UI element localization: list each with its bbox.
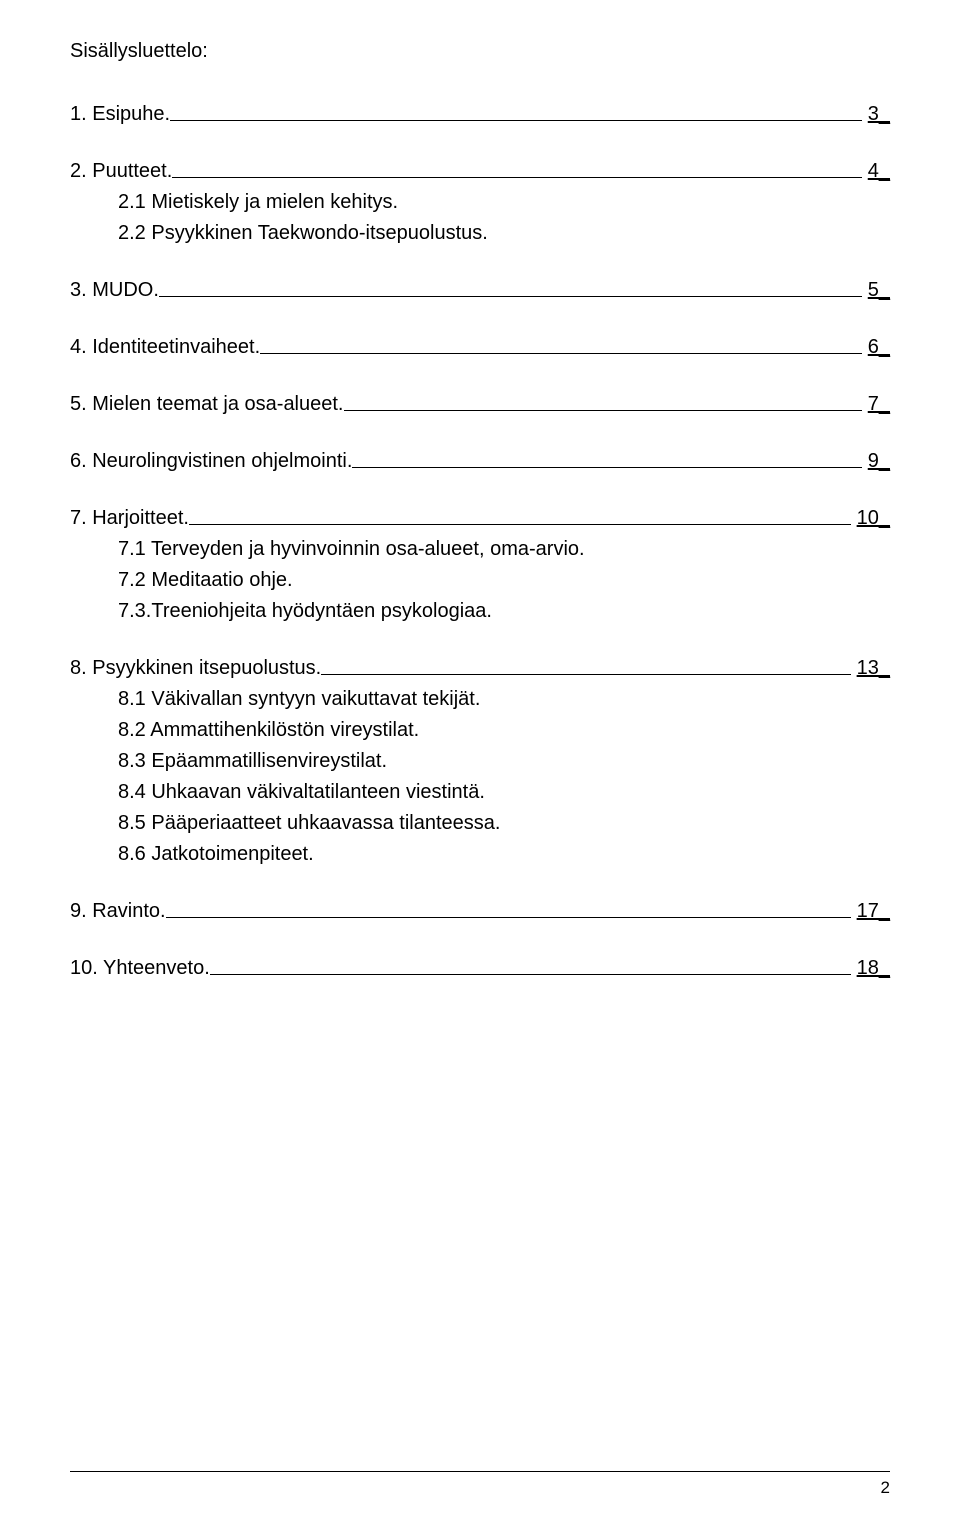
toc-title: Sisällysluettelo:	[70, 40, 890, 63]
section-gap	[70, 631, 890, 657]
toc-entry-page: 3_	[864, 103, 890, 126]
page-footer: 2	[70, 1471, 890, 1498]
toc-entry-page: 9_	[864, 450, 890, 473]
toc-leader-line	[321, 674, 850, 675]
section-gap	[70, 253, 890, 279]
toc-subentry: 7.3.Treeniohjeita hyödyntäen psykologiaa…	[70, 600, 890, 623]
toc-leader-line	[189, 524, 851, 525]
toc-subentry: 8.4 Uhkaavan väkivaltatilanteen viestint…	[70, 781, 890, 804]
toc-leader-line	[170, 120, 862, 121]
section-gap	[70, 310, 890, 336]
toc-entry: 2. Puutteet. 4_	[70, 160, 890, 183]
toc-subentry: 2.2 Psyykkinen Taekwondo-itsepuolustus.	[70, 222, 890, 245]
toc-entry-label: 6. Neurolingvistinen ohjelmointi.	[70, 450, 352, 473]
toc-subentry: 8.2 Ammattihenkilöstön vireystilat.	[70, 719, 890, 742]
toc-entry-label: 8. Psyykkinen itsepuolustus.	[70, 657, 321, 680]
toc-entry: 8. Psyykkinen itsepuolustus. 13_	[70, 657, 890, 680]
toc-leader-line	[210, 974, 851, 975]
toc-entry: 7. Harjoitteet. 10_	[70, 507, 890, 530]
footer-rule	[70, 1471, 890, 1472]
section-gap	[70, 367, 890, 393]
toc-subentry: 7.2 Meditaatio ohje.	[70, 569, 890, 592]
section-gap	[70, 424, 890, 450]
toc-entry-page: 10_	[853, 507, 890, 530]
section-gap	[70, 874, 890, 900]
toc-entry-label: 4. Identiteetinvaiheet.	[70, 336, 260, 359]
toc-entry-page: 13_	[853, 657, 890, 680]
toc-entry: 3. MUDO. 5_	[70, 279, 890, 302]
toc-entry: 1. Esipuhe. 3_	[70, 103, 890, 126]
toc-entry-page: 4_	[864, 160, 890, 183]
toc-entry-page: 5_	[864, 279, 890, 302]
toc-entry-page: 7_	[864, 393, 890, 416]
toc-leader-line	[159, 296, 862, 297]
toc-entry: 5. Mielen teemat ja osa-alueet. 7_	[70, 393, 890, 416]
toc-entry-page: 18_	[853, 957, 890, 980]
toc-entry-page: 17_	[853, 900, 890, 923]
toc-leader-line	[166, 917, 851, 918]
toc-entry-label: 10. Yhteenveto.	[70, 957, 210, 980]
toc-entry-label: 2. Puutteet.	[70, 160, 172, 183]
toc-subentry: 8.5 Pääperiaatteet uhkaavassa tilanteess…	[70, 812, 890, 835]
toc-leader-line	[344, 410, 862, 411]
section-gap	[70, 481, 890, 507]
toc-entry-page: 6_	[864, 336, 890, 359]
toc-subentry: 7.1 Terveyden ja hyvinvoinnin osa-alueet…	[70, 538, 890, 561]
section-gap	[70, 988, 890, 1014]
toc-entry-label: 7. Harjoitteet.	[70, 507, 189, 530]
toc-body: 1. Esipuhe. 3_ 2. Puutteet. 4_ 2.1 Mietiskel…	[70, 103, 890, 1014]
toc-leader-line	[260, 353, 862, 354]
toc-entry-label: 1. Esipuhe.	[70, 103, 170, 126]
section-gap	[70, 134, 890, 160]
toc-entry: 6. Neurolingvistinen ohjelmointi. 9_	[70, 450, 890, 473]
footer-page-number: 2	[70, 1478, 890, 1498]
toc-subentry: 2.1 Mietiskely ja mielen kehitys.	[70, 191, 890, 214]
toc-subentry: 8.3 Epäammatillisenvireystilat.	[70, 750, 890, 773]
toc-leader-line	[352, 467, 861, 468]
toc-leader-line	[172, 177, 861, 178]
toc-subentry: 8.1 Väkivallan syntyyn vaikuttavat tekij…	[70, 688, 890, 711]
section-gap	[70, 931, 890, 957]
toc-entry: 9. Ravinto. 17_	[70, 900, 890, 923]
toc-entry: 10. Yhteenveto. 18_	[70, 957, 890, 980]
toc-entry-label: 9. Ravinto.	[70, 900, 166, 923]
toc-entry-label: 5. Mielen teemat ja osa-alueet.	[70, 393, 344, 416]
toc-subentry: 8.6 Jatkotoimenpiteet.	[70, 843, 890, 866]
toc-entry-label: 3. MUDO.	[70, 279, 159, 302]
toc-entry: 4. Identiteetinvaiheet. 6_	[70, 336, 890, 359]
